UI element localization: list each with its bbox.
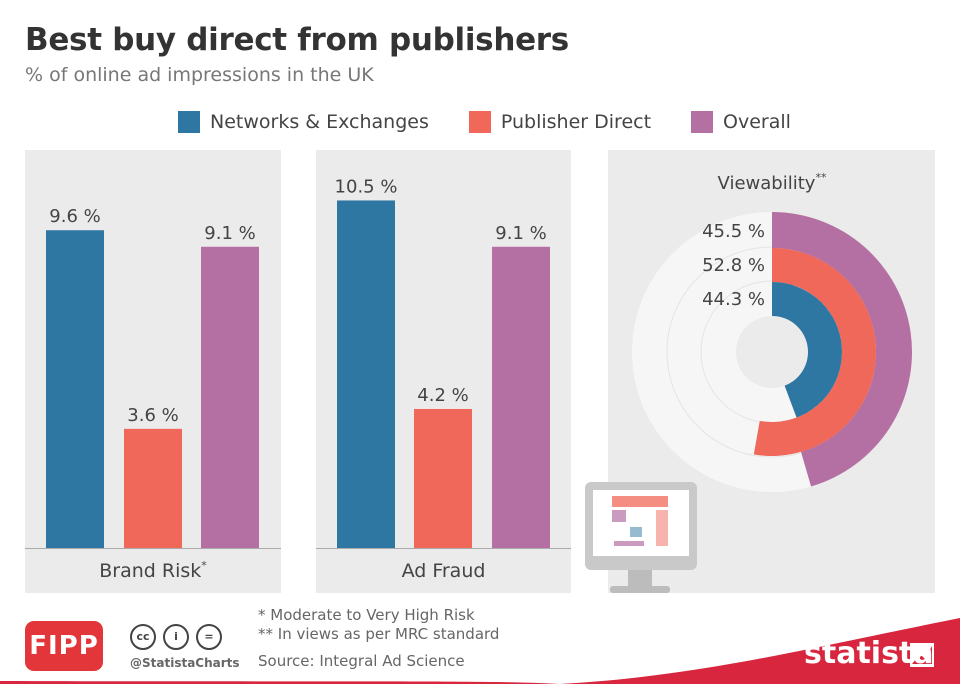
by-icon: i (163, 624, 189, 650)
fipp-logo: FIPP (25, 621, 103, 671)
legend-item-overall: Overall (691, 111, 791, 133)
legend-label-overall: Overall (723, 111, 791, 133)
bar-brand-risk-0 (46, 230, 104, 549)
statista-logo-icon (910, 643, 934, 667)
statista-handle: @StatistaCharts (130, 656, 240, 670)
radial-title: Viewability** (718, 171, 827, 194)
brand-swoosh (560, 618, 960, 684)
legend-swatch-overall (691, 111, 714, 133)
license-icons: cc i = (130, 624, 229, 650)
footnote-2: ** In views as per MRC standard (258, 625, 500, 643)
cc-icon: cc (130, 624, 156, 650)
chart-subtitle: % of online ad impressions in the UK (25, 64, 374, 86)
data-label-brand-risk-1: 3.6 % (127, 405, 178, 426)
legend-label-publisher: Publisher Direct (500, 111, 652, 133)
monitor-banner (612, 496, 668, 507)
footnotes: * Moderate to Very High Risk ** In views… (258, 606, 499, 644)
data-label-brand-risk-0: 9.6 % (49, 206, 100, 227)
radial-center (736, 316, 808, 388)
legend-item-publisher: Publisher Direct (468, 111, 652, 133)
radial-label-2: 44.3 % (702, 289, 765, 310)
bar-ad-fraud-2 (492, 246, 550, 549)
panel-title-brand-risk: Brand Risk* (99, 559, 207, 582)
legend-item-networks: Networks & Exchanges (178, 111, 429, 133)
monitor-neck (628, 570, 652, 586)
statista-logo-wave (912, 646, 932, 664)
chart-title: Best buy direct from publishers (25, 22, 569, 58)
panel-title-ad-fraud: Ad Fraud (402, 560, 486, 582)
statista-logo: statista (804, 636, 934, 671)
bar-brand-risk-2 (201, 246, 259, 549)
data-label-ad-fraud-1: 4.2 % (417, 385, 468, 406)
bar-ad-fraud-1 (414, 408, 472, 548)
legend-swatch-publisher (468, 111, 491, 133)
radial-label-0: 45.5 % (702, 221, 765, 242)
data-label-brand-risk-2: 9.1 % (204, 223, 255, 244)
legend-label-networks: Networks & Exchanges (210, 111, 429, 133)
bar-ad-fraud-0 (337, 200, 395, 548)
legend-swatch-networks (178, 111, 200, 133)
monitor-block-2 (656, 510, 668, 546)
radial-arc-2 (772, 282, 842, 418)
data-label-ad-fraud-2: 9.1 % (495, 223, 546, 244)
monitor-block-3 (630, 527, 642, 537)
footnote-1: * Moderate to Very High Risk (258, 606, 475, 624)
monitor-block-1 (612, 510, 626, 522)
brand-footer-line (0, 681, 560, 684)
legend: Networks & Exchanges Publisher Direct Ov… (178, 108, 831, 136)
radial-label-1: 52.8 % (702, 255, 765, 276)
monitor-stand (610, 586, 670, 593)
radial-arc-0 (772, 212, 912, 487)
data-label-ad-fraud-0: 10.5 % (335, 176, 398, 197)
nd-icon: = (196, 624, 222, 650)
bar-brand-risk-1 (124, 428, 182, 548)
monitor-block-4 (614, 541, 644, 546)
computer-monitor-icon (585, 482, 697, 593)
source-text: Source: Integral Ad Science (258, 652, 465, 670)
radial-arc-1 (753, 248, 877, 456)
